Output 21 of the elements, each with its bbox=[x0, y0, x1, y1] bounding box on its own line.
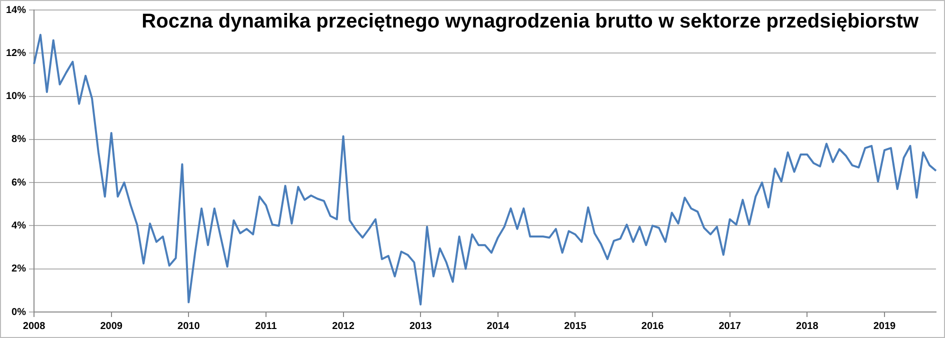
x-tick-label: 2008 bbox=[22, 320, 46, 332]
x-tick-label: 2018 bbox=[796, 320, 819, 332]
y-tick-label: 2% bbox=[12, 264, 26, 275]
y-tick-label: 4% bbox=[12, 220, 26, 232]
x-tick-label: 2013 bbox=[409, 320, 432, 332]
y-tick-label: 6% bbox=[12, 177, 26, 188]
x-tick-label: 2015 bbox=[564, 320, 587, 332]
x-tick-label: 2012 bbox=[332, 320, 355, 332]
x-tick-label: 2016 bbox=[641, 320, 664, 332]
x-tick-label: 2019 bbox=[873, 320, 896, 332]
x-tick-label: 2017 bbox=[718, 320, 742, 332]
y-tick-label: 12% bbox=[6, 48, 26, 59]
chart-title: Roczna dynamika przeciętnego wynagrodzenia brutto w sektorze przedsiębiorstw bbox=[142, 10, 919, 33]
y-tick-label: 10% bbox=[6, 91, 26, 102]
y-tick-label: 0% bbox=[12, 306, 26, 318]
y-tick-label: 8% bbox=[12, 134, 26, 146]
x-tick-label: 2009 bbox=[100, 320, 123, 332]
x-tick-label: 2010 bbox=[178, 320, 200, 332]
x-tick-label: 2011 bbox=[255, 320, 278, 332]
y-tick-label: 14% bbox=[6, 4, 26, 16]
x-tick-label: 2014 bbox=[486, 320, 510, 332]
